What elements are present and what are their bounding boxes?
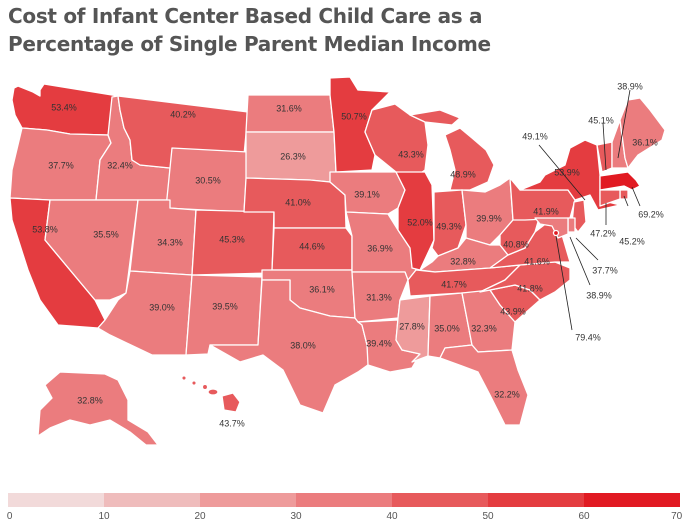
label-az: 39.0%: [149, 302, 175, 312]
label-me: 36.1%: [632, 137, 658, 147]
legend-bin-1: [104, 493, 200, 507]
state-hi[interactable]: [181, 375, 241, 413]
state-ri[interactable]: [619, 189, 629, 200]
legend-tick: 60: [578, 511, 590, 522]
legend-tick: 0: [6, 511, 13, 522]
label-ms: 27.8%: [399, 321, 425, 331]
label-in: 49.3%: [436, 221, 462, 231]
label-wi: 43.3%: [398, 149, 424, 159]
state-shapes: [9, 76, 666, 446]
label-ak: 32.8%: [77, 395, 103, 405]
label-ma: 69.2%: [638, 209, 664, 219]
state-de[interactable]: [567, 217, 576, 233]
label-nh: 38.9%: [617, 81, 643, 91]
label-ct: 47.2%: [590, 228, 616, 238]
state-nc[interactable]: [479, 261, 571, 301]
legend-tick: 40: [386, 511, 398, 522]
legend-tick-labels: 0 10 20 30 40 50 60 70: [6, 511, 683, 525]
legend-tick: 10: [98, 511, 110, 522]
legend-bin-4: [392, 493, 488, 507]
label-il: 52.0%: [407, 217, 433, 227]
label-sc: 43.9%: [500, 306, 526, 316]
legend-bin-2: [200, 493, 296, 507]
label-wy: 30.5%: [195, 175, 221, 185]
state-nd[interactable]: [245, 94, 335, 133]
label-ne: 41.0%: [285, 197, 311, 207]
label-pa: 41.9%: [533, 206, 559, 216]
legend-bin-3: [296, 493, 392, 507]
state-me[interactable]: [619, 97, 666, 169]
state-md[interactable]: [534, 217, 569, 239]
label-mt: 40.2%: [170, 109, 196, 119]
label-oh: 39.9%: [476, 213, 502, 223]
label-ok: 36.1%: [309, 284, 335, 294]
label-nc: 41.8%: [517, 283, 543, 293]
label-id: 32.4%: [107, 160, 133, 170]
label-ut: 34.3%: [157, 237, 183, 247]
label-md: 38.9%: [586, 290, 612, 300]
title-line-2: Percentage of Single Parent Median Incom…: [8, 32, 491, 56]
label-sd: 26.3%: [280, 151, 306, 161]
label-hi: 43.7%: [219, 418, 245, 428]
state-nm[interactable]: [185, 274, 263, 356]
legend-tick: 20: [194, 511, 206, 522]
state-ct[interactable]: [599, 189, 621, 207]
label-mi: 48.9%: [450, 169, 476, 179]
label-dc: 79.4%: [575, 332, 601, 342]
label-wv: 40.8%: [503, 239, 529, 249]
label-tx: 38.0%: [290, 340, 316, 350]
legend-tick: 50: [482, 511, 494, 522]
label-ar: 31.3%: [366, 292, 392, 302]
legend-tick: 70: [671, 511, 683, 522]
label-va: 41.6%: [524, 256, 550, 266]
state-tx[interactable]: [209, 279, 373, 414]
legend-bin-5: [488, 493, 584, 507]
state-ny[interactable]: [519, 139, 621, 211]
callout-leader-lines: [538, 89, 641, 331]
label-ri: 45.2%: [619, 236, 645, 246]
label-ny: 53.9%: [554, 167, 580, 177]
legend-bin-6: [584, 493, 680, 507]
state-value-labels: 53.4% 37.7% 53.8% 32.4% 35.5% 40.2% 30.5…: [32, 81, 664, 428]
label-de: 37.7%: [592, 265, 618, 275]
state-fl[interactable]: [439, 344, 529, 426]
label-wa: 53.4%: [51, 102, 77, 112]
state-il[interactable]: [395, 171, 435, 271]
label-ga: 32.3%: [471, 323, 497, 333]
legend-tick: 30: [290, 511, 302, 522]
label-mo: 36.9%: [367, 243, 393, 253]
state-dc[interactable]: [552, 229, 560, 237]
state-wi[interactable]: [364, 103, 429, 185]
legend-bin-0: [8, 493, 104, 507]
label-nm: 39.5%: [212, 301, 238, 311]
label-ca: 53.8%: [32, 224, 58, 234]
label-al: 35.0%: [434, 323, 460, 333]
label-vt: 45.1%: [588, 115, 614, 125]
label-nj: 49.1%: [522, 131, 548, 141]
label-ks: 44.6%: [299, 241, 325, 251]
us-choropleth-map: 53.4% 37.7% 53.8% 32.4% 35.5% 40.2% 30.5…: [9, 76, 666, 446]
state-ma[interactable]: [599, 171, 641, 191]
label-mn: 50.7%: [341, 111, 367, 121]
label-ky: 32.8%: [450, 256, 476, 266]
label-ia: 39.1%: [354, 189, 380, 199]
color-scale-legend: [8, 493, 680, 507]
label-nv: 35.5%: [93, 229, 119, 239]
label-la: 39.4%: [366, 338, 392, 348]
label-nd: 31.6%: [276, 103, 302, 113]
label-fl: 32.2%: [494, 389, 520, 399]
map-title: Cost of Infant Center Based Child Care a…: [8, 2, 608, 58]
title-line-1: Cost of Infant Center Based Child Care a…: [8, 4, 483, 28]
state-ak[interactable]: [37, 371, 159, 446]
label-or: 37.7%: [48, 160, 74, 170]
label-tn: 41.7%: [441, 279, 467, 289]
label-co: 45.3%: [219, 234, 245, 244]
state-mi[interactable]: [409, 109, 495, 191]
